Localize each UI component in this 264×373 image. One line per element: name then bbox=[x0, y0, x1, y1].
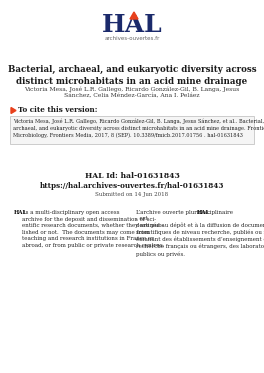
Text: , est
destinée au dépôt et à la diffusion de documents
scientifiques de niveau r: , est destinée au dépôt et à la diffusio… bbox=[136, 216, 264, 257]
Text: To cite this version:: To cite this version: bbox=[18, 107, 97, 115]
Text: archives-ouvertes.fr: archives-ouvertes.fr bbox=[104, 36, 160, 41]
Polygon shape bbox=[130, 12, 138, 19]
Text: Submitted on 14 Jun 2018: Submitted on 14 Jun 2018 bbox=[96, 192, 168, 197]
Text: Victoria Mesa, José L.R. Gallego, Ricardo González-Gil, B. Langa, Jesus
Sánchez,: Victoria Mesa, José L.R. Gallego, Ricard… bbox=[24, 86, 240, 98]
Polygon shape bbox=[11, 107, 16, 113]
Text: L’archive ouverte pluridisciplinaire: L’archive ouverte pluridisciplinaire bbox=[136, 210, 235, 215]
Text: HAL: HAL bbox=[14, 210, 27, 215]
Text: https://hal.archives-ouvertes.fr/hal-01631843: https://hal.archives-ouvertes.fr/hal-016… bbox=[40, 182, 224, 190]
Text: HAL: HAL bbox=[102, 13, 162, 37]
Text: HAL: HAL bbox=[197, 210, 210, 215]
Text: HAL Id: hal-01631843: HAL Id: hal-01631843 bbox=[84, 172, 180, 180]
Text: is a multi-disciplinary open access
archive for the deposit and dissemination of: is a multi-disciplinary open access arch… bbox=[22, 210, 165, 248]
Text: Bacterial, archaeal, and eukaryotic diversity across
distinct microhabitats in a: Bacterial, archaeal, and eukaryotic dive… bbox=[8, 65, 256, 86]
Text: Victoria Mesa, José L.R. Gallego, Ricardo González-Gil, B. Langa, Jesus Sánchez,: Victoria Mesa, José L.R. Gallego, Ricard… bbox=[13, 119, 264, 138]
FancyBboxPatch shape bbox=[10, 116, 254, 144]
